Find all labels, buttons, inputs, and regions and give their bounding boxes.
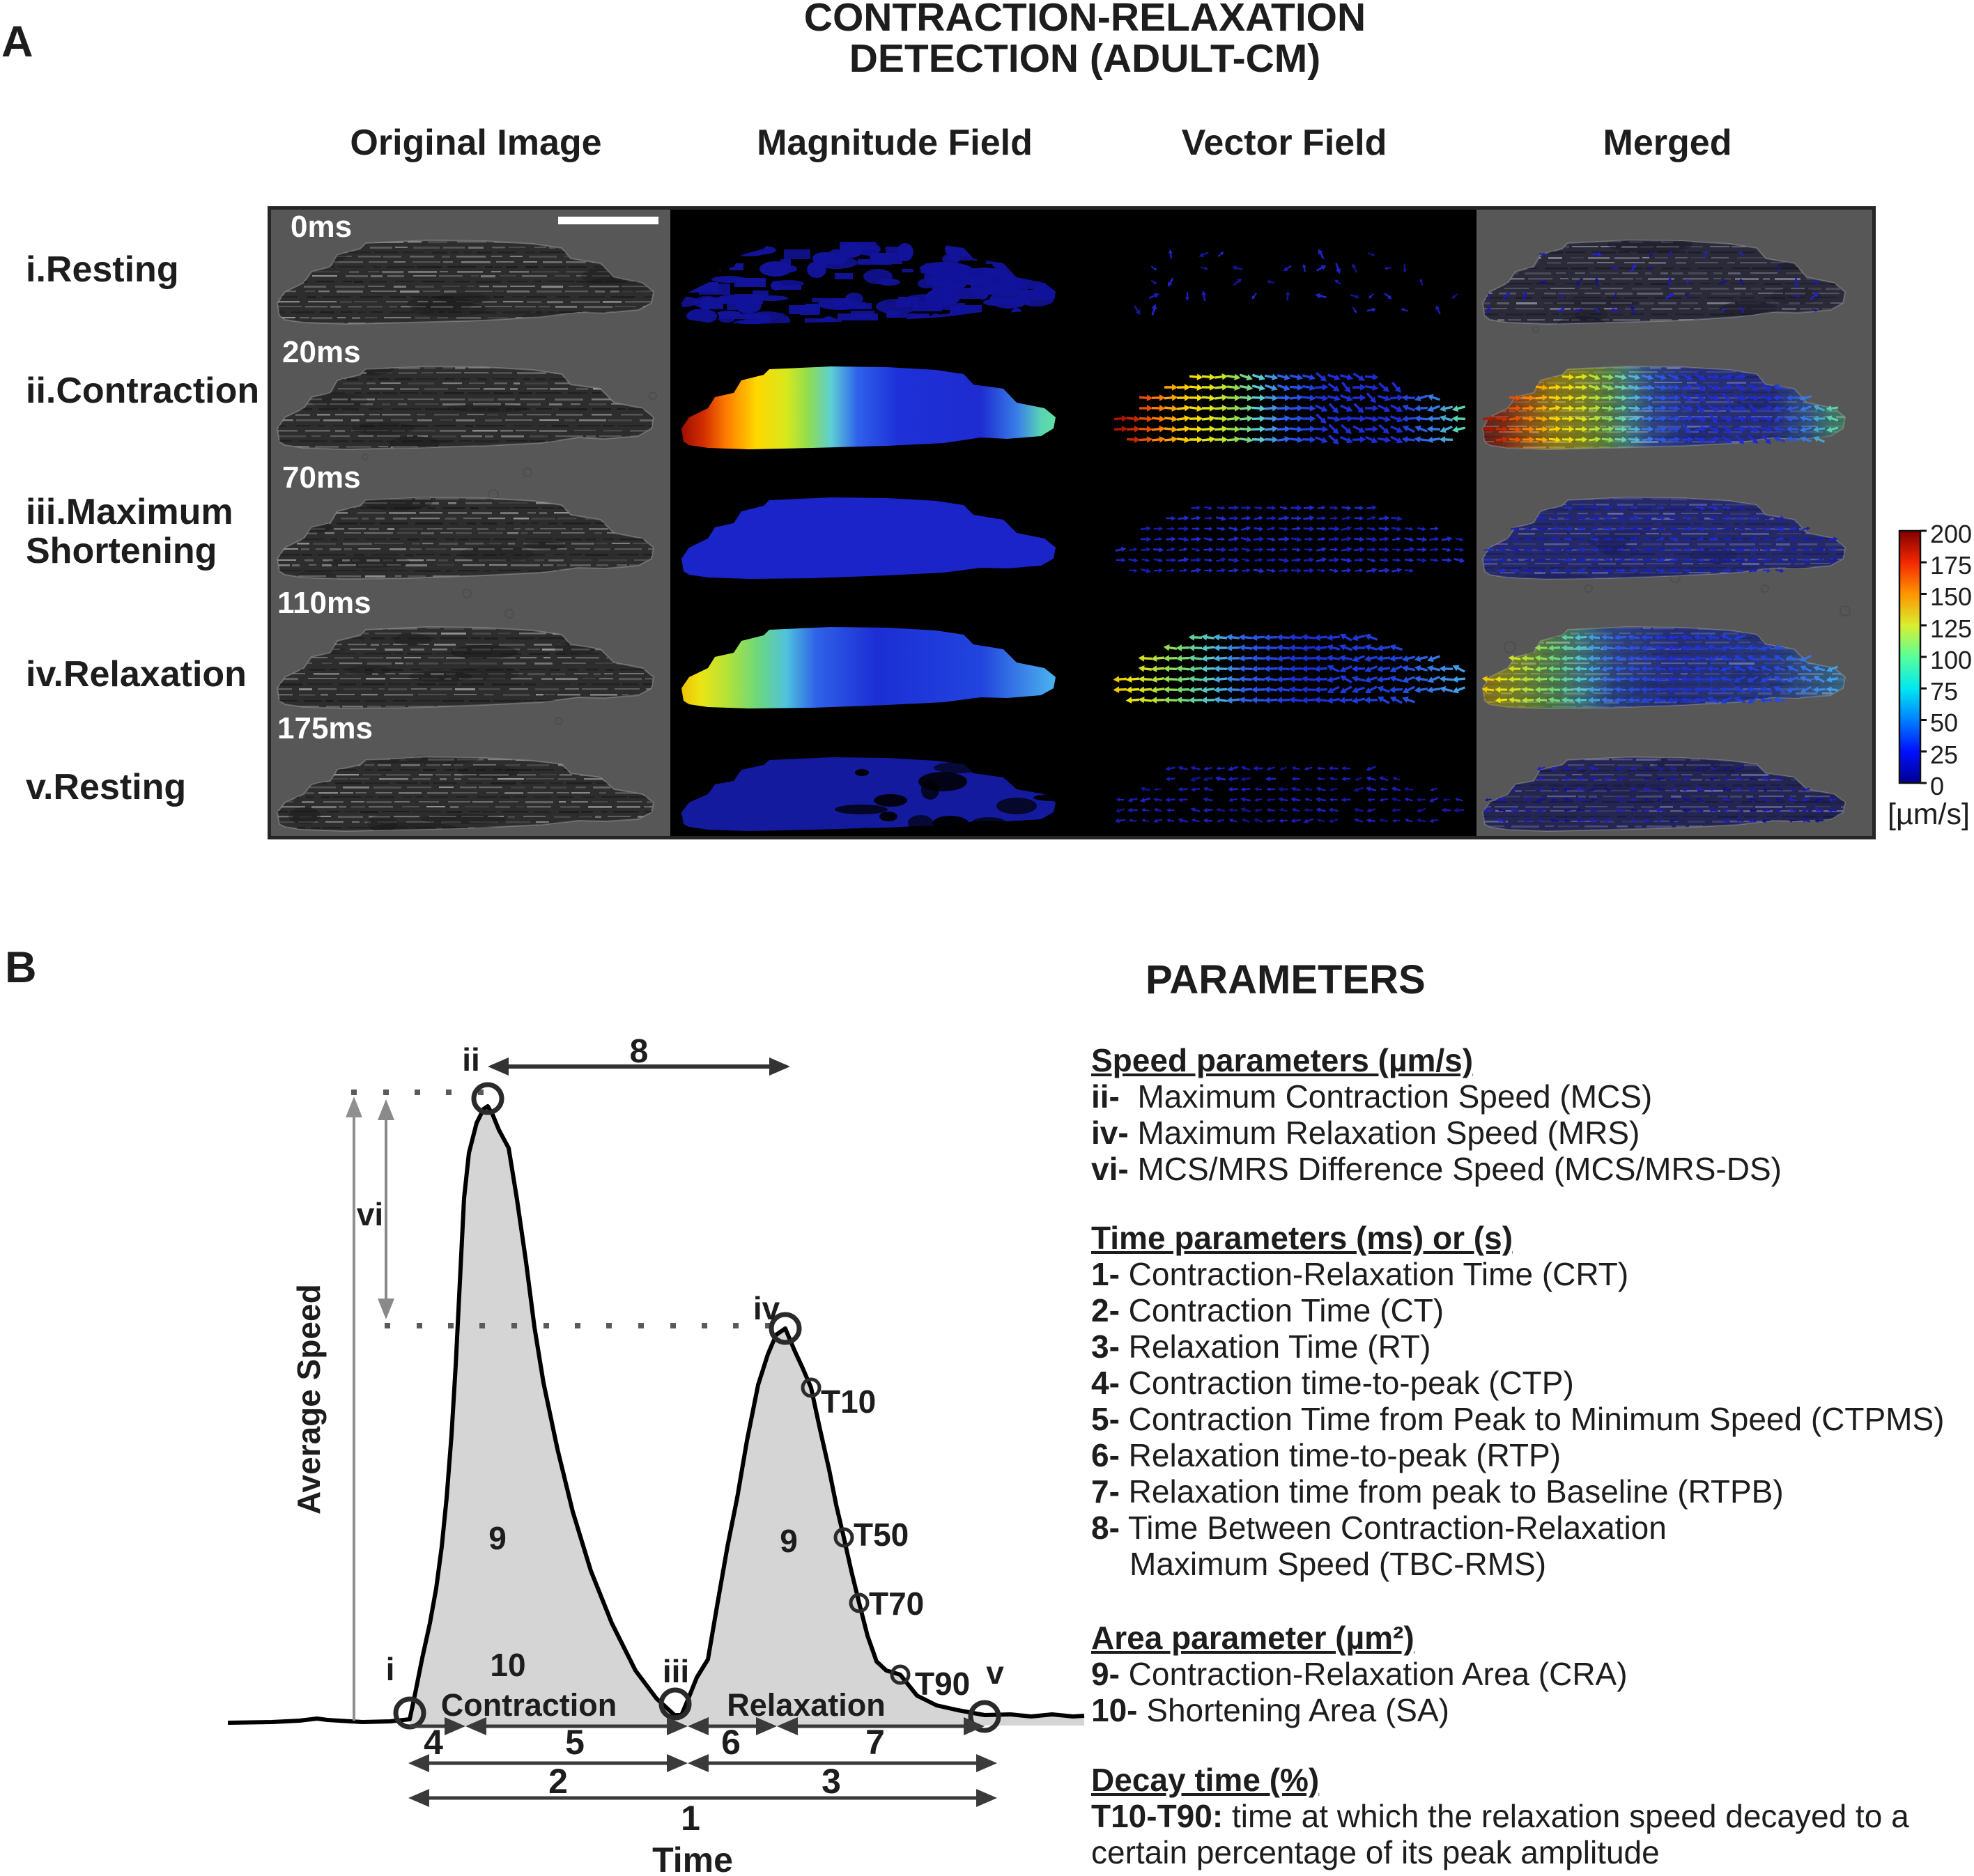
svg-text:4: 4 xyxy=(424,1723,443,1762)
svg-text:8: 8 xyxy=(630,1033,649,1070)
svg-text:110ms: 110ms xyxy=(277,586,371,620)
svg-text:6: 6 xyxy=(721,1723,741,1762)
svg-text:0ms: 0ms xyxy=(291,210,352,244)
svg-text:Relaxation: Relaxation xyxy=(727,1687,886,1723)
svg-text:Time: Time xyxy=(652,1840,733,1876)
svg-text:20ms: 20ms xyxy=(282,335,361,369)
svg-text:10: 10 xyxy=(490,1647,525,1683)
svg-text:iii: iii xyxy=(663,1653,689,1689)
svg-text:5: 5 xyxy=(565,1723,585,1762)
svg-text:v: v xyxy=(986,1654,1004,1691)
svg-text:7: 7 xyxy=(865,1723,885,1762)
svg-text:T70: T70 xyxy=(869,1586,924,1622)
svg-text:T50: T50 xyxy=(854,1517,909,1553)
svg-text:ii: ii xyxy=(462,1041,480,1078)
svg-text:T10: T10 xyxy=(821,1383,876,1420)
svg-text:Contraction: Contraction xyxy=(441,1687,617,1723)
svg-text:iv: iv xyxy=(753,1290,780,1326)
svg-text:2: 2 xyxy=(548,1762,568,1801)
svg-text:175ms: 175ms xyxy=(277,711,373,745)
svg-text:T90: T90 xyxy=(915,1666,970,1702)
svg-text:70ms: 70ms xyxy=(282,460,361,495)
svg-text:9: 9 xyxy=(780,1523,798,1559)
svg-text:i: i xyxy=(386,1651,395,1687)
svg-text:3: 3 xyxy=(822,1762,841,1801)
svg-text:9: 9 xyxy=(488,1520,507,1556)
svg-text:vi: vi xyxy=(357,1196,383,1232)
svg-text:1: 1 xyxy=(681,1799,700,1838)
